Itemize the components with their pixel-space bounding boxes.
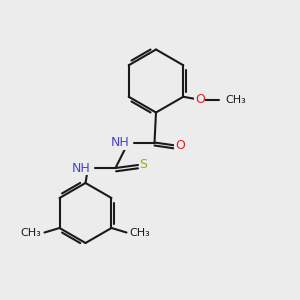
Text: S: S xyxy=(140,158,147,172)
Text: O: O xyxy=(175,139,185,152)
Text: NH: NH xyxy=(110,136,129,149)
Text: CH₃: CH₃ xyxy=(130,227,150,238)
Text: CH₃: CH₃ xyxy=(225,95,246,105)
Text: NH: NH xyxy=(71,161,90,175)
Text: CH₃: CH₃ xyxy=(21,227,41,238)
Text: O: O xyxy=(195,93,205,106)
